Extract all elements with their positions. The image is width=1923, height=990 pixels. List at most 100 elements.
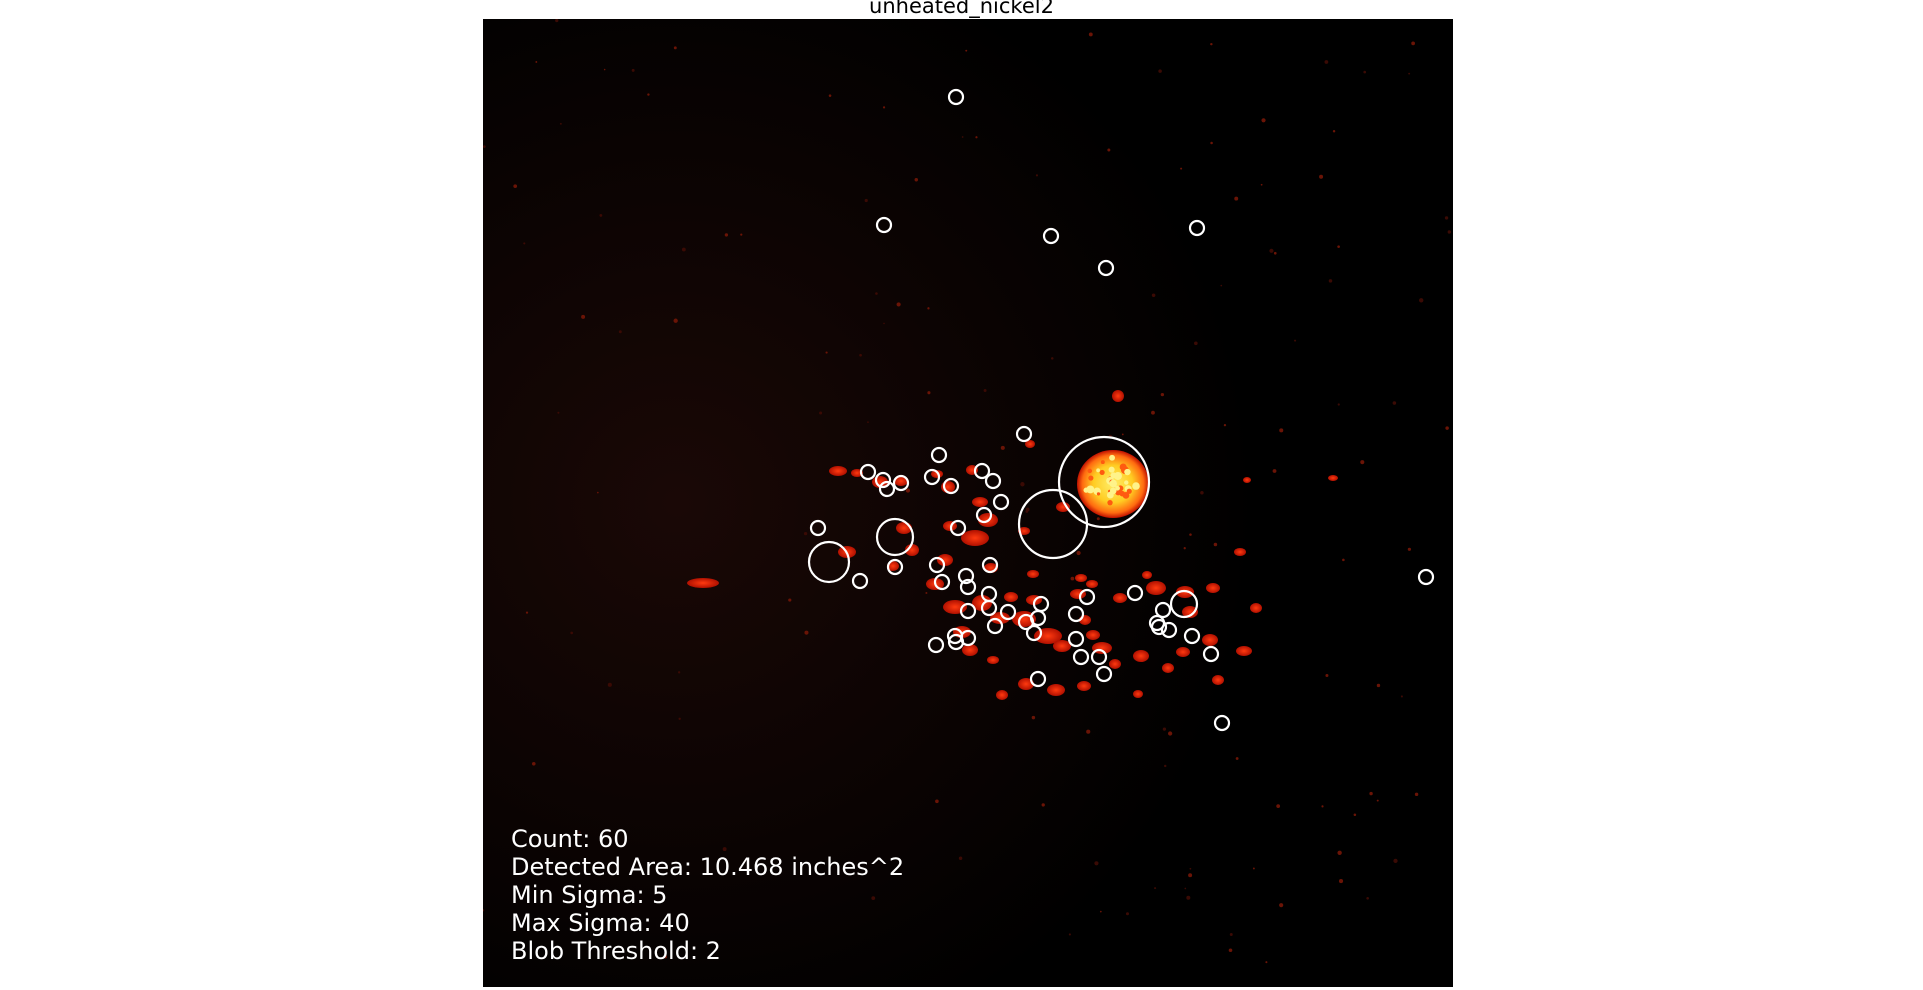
speckle (1213, 542, 1218, 547)
detection-circle (1188, 219, 1206, 237)
image-background (483, 19, 1453, 987)
speckle (673, 46, 677, 50)
blob-threshold-text: Blob Threshold: 2 (511, 937, 721, 965)
speckle (570, 631, 574, 635)
detection-circle (1015, 425, 1033, 443)
speckle (1260, 183, 1263, 186)
detection-circle (1042, 227, 1060, 245)
speckle (1186, 895, 1191, 900)
hot-texture (1124, 468, 1131, 476)
red-spot (996, 690, 1008, 700)
detection-circle (1202, 645, 1220, 663)
image-title: unheated_nickel2 (869, 0, 1054, 18)
speckle (1035, 174, 1039, 177)
detection-circle (975, 506, 993, 524)
speckle (859, 353, 862, 357)
speckle (1184, 887, 1187, 890)
speckle (875, 292, 878, 295)
detection-circle (992, 493, 1010, 511)
red-spot (961, 530, 989, 546)
speckle (1220, 284, 1223, 287)
speckle (647, 93, 650, 96)
detection-circle (947, 633, 965, 651)
count-text: Count: 60 (511, 825, 629, 853)
speckle (523, 242, 526, 245)
red-spot (962, 644, 978, 656)
speckle (1167, 731, 1173, 736)
speckle (557, 411, 560, 414)
detection-circle (949, 519, 967, 537)
detection-circle (1148, 614, 1166, 632)
speckle (1031, 715, 1036, 720)
speckle (1447, 230, 1452, 234)
speckle (965, 49, 968, 52)
red-spot (1146, 581, 1166, 595)
hot-texture (1107, 500, 1113, 506)
red-spot (1182, 606, 1198, 618)
red-spot (1113, 593, 1127, 603)
speckle (1445, 426, 1449, 430)
speckle (1086, 729, 1091, 734)
detection-circle (1154, 601, 1172, 619)
detection-circle (1067, 630, 1085, 648)
red-spot (894, 476, 908, 486)
hot-texture (1100, 460, 1105, 465)
speckle (1261, 118, 1266, 123)
speckle (1162, 727, 1167, 731)
speckle (788, 598, 792, 602)
detection-circle (878, 480, 896, 498)
speckle (1068, 933, 1071, 936)
detection-circle (927, 636, 945, 654)
speckle (1328, 279, 1333, 283)
speckle (1020, 482, 1025, 487)
detection-circle (875, 216, 893, 234)
detection-circle (1213, 714, 1231, 732)
speckle (681, 247, 686, 252)
speckle (1200, 490, 1204, 495)
detection-circle (859, 463, 877, 481)
speckle (828, 94, 832, 97)
speckle (1393, 858, 1398, 864)
speckle (1070, 576, 1075, 581)
red-spot (1202, 634, 1218, 646)
speckle (1228, 948, 1233, 953)
hot-texture (1099, 469, 1105, 476)
speckle (525, 611, 529, 614)
detection-circle (986, 617, 1004, 635)
speckle (1324, 60, 1329, 64)
red-spot (1075, 574, 1087, 582)
speckle (513, 184, 518, 189)
red-spot (687, 578, 719, 588)
red-spot (1112, 390, 1124, 402)
detection-circle (809, 519, 827, 537)
speckle (1094, 861, 1099, 866)
speckle (1041, 803, 1045, 807)
detection-stats: Count: 60 Detected Area: 10.468 inches^2… (511, 825, 904, 965)
speckle (1408, 72, 1411, 75)
speckle (905, 488, 911, 493)
red-spot (1162, 663, 1174, 673)
speckle (535, 61, 538, 63)
detection-circle (1025, 624, 1043, 642)
red-spot (972, 595, 992, 611)
detection-circle (959, 602, 977, 620)
speckle (1276, 804, 1281, 808)
red-spot (990, 612, 1010, 624)
speckle (597, 491, 599, 494)
speckle (1164, 764, 1167, 768)
hot-texture (1113, 484, 1117, 488)
detection-circle (1126, 584, 1144, 602)
speckle (961, 136, 964, 138)
detection-circle (973, 462, 991, 480)
speckle (1154, 887, 1157, 890)
speckle (1332, 129, 1336, 133)
speckle (1088, 32, 1093, 37)
red-spot (1328, 475, 1338, 481)
speckle (740, 233, 743, 236)
speckle (1273, 251, 1277, 255)
hot-texture (1115, 485, 1120, 491)
hot-texture (1119, 463, 1127, 471)
min-sigma-text: Min Sigma: 5 (511, 881, 668, 909)
speckle (1000, 445, 1005, 450)
hot-region (1077, 450, 1149, 518)
